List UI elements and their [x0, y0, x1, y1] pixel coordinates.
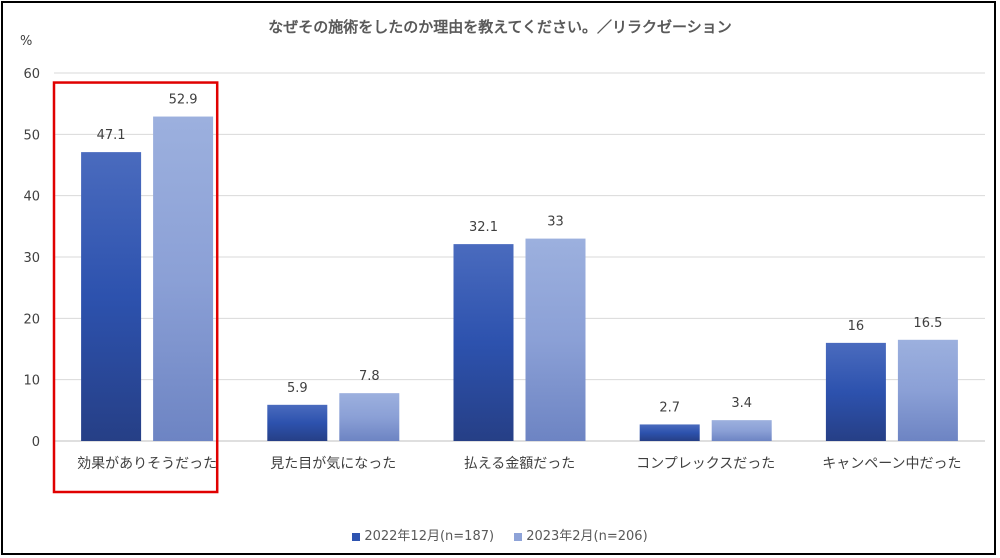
category-label: 効果がありそうだった: [77, 456, 217, 472]
legend-label-2022: 2022年12月(n=187): [364, 529, 495, 544]
highlight-box: [52, 81, 219, 494]
bar-2023: [711, 420, 772, 441]
bar-2022: [639, 424, 700, 441]
legend-item-2023: 2023年2月(n=206): [514, 525, 648, 544]
data-label: 3.4: [731, 396, 752, 411]
bar-2023: [897, 339, 958, 441]
bar-2022: [453, 244, 514, 441]
y-tick-label: 0: [32, 435, 40, 450]
bar-2023: [525, 238, 586, 441]
y-tick-label: 30: [23, 251, 40, 266]
legend-swatch-2022: [352, 532, 361, 541]
legend-swatch-2023: [514, 532, 523, 541]
y-tick-label: 10: [23, 374, 40, 389]
y-tick-label: 40: [23, 190, 40, 205]
legend-label-2023: 2023年2月(n=206): [526, 529, 648, 544]
legend: 2022年12月(n=187) 2023年2月(n=206): [0, 525, 1000, 544]
data-label: 16.5: [913, 316, 942, 331]
data-label: 16: [848, 319, 865, 334]
bar-2022: [267, 404, 328, 441]
data-label: 47.1: [97, 128, 126, 143]
category-label: コンプレックスだった: [636, 456, 775, 472]
data-label: 33: [547, 215, 564, 230]
y-tick-label: 50: [23, 128, 40, 143]
data-label: 5.9: [287, 381, 308, 396]
category-label: 払える金額だった: [464, 456, 576, 472]
bar-2023: [339, 393, 400, 441]
chart-title: なぜその施術をしたのか理由を教えてください。／リラクゼーション: [268, 18, 732, 36]
bar-2022: [81, 152, 142, 441]
y-axis-unit: %: [20, 34, 33, 49]
legend-item-2022: 2022年12月(n=187): [352, 525, 494, 544]
bar-2023: [153, 116, 214, 442]
bar-2022: [825, 342, 886, 441]
data-label: 32.1: [469, 220, 498, 235]
data-label: 52.9: [169, 93, 198, 108]
data-label: 7.8: [359, 369, 380, 384]
data-label: 2.7: [659, 400, 680, 415]
y-tick-label: 20: [23, 312, 40, 327]
y-tick-label: 60: [23, 67, 40, 82]
category-label: 見た目が気になった: [270, 456, 396, 472]
category-label: キャンペーン中だった: [822, 456, 961, 472]
